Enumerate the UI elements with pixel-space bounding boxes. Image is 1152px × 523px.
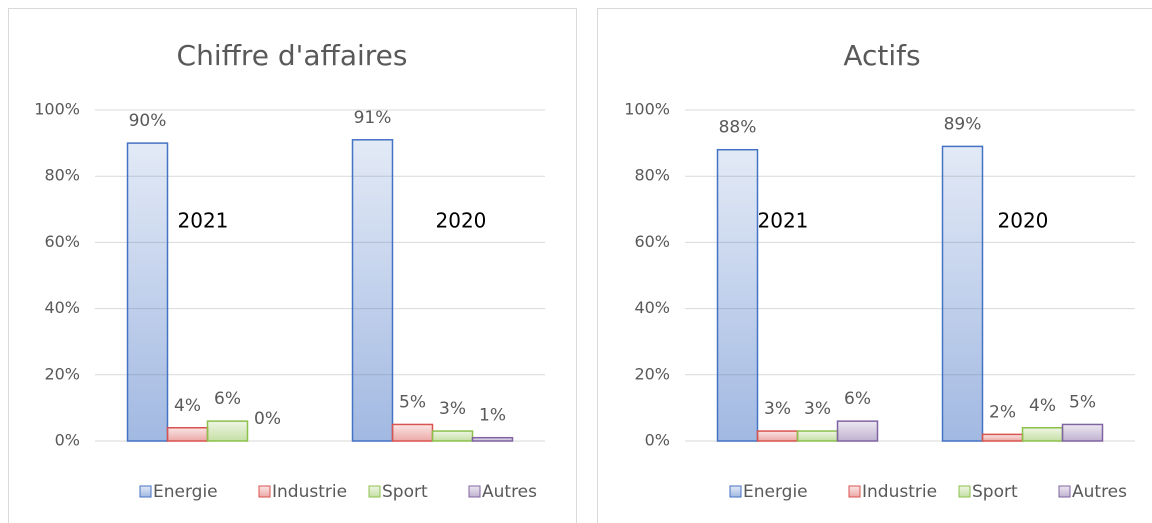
bar [981,433,1024,442]
y-tick-label: 20% [44,364,80,383]
data-label: 6% [844,389,871,409]
data-label: 4% [174,396,201,416]
legend-label: Sport [382,482,428,502]
y-tick-label: 0% [55,431,80,450]
y-tick-label: 100% [624,100,670,119]
category-label: 2020 [436,209,487,233]
y-tick-label: 60% [44,232,80,251]
bar [941,145,984,442]
chart-title: Actifs [843,39,920,72]
bar [431,430,474,442]
data-label: 1% [479,406,506,426]
bar [471,436,514,442]
data-label: 0% [254,409,281,429]
y-tick-label: 0% [645,431,670,450]
chart-title: Chiffre d'affaires [177,39,408,72]
data-label: 3% [764,399,791,419]
legend-swatch [468,485,481,498]
y-tick-label: 40% [44,298,80,317]
data-label: 5% [399,392,426,412]
bar [126,142,169,442]
bar [166,427,209,442]
bar [391,423,434,442]
legend-swatch [848,485,861,498]
legend-swatch [958,485,971,498]
y-tick-label: 60% [634,232,670,251]
bar [836,420,879,442]
data-label: 3% [439,399,466,419]
bar [796,430,839,442]
data-label: 2% [989,402,1016,422]
category-label: 2021 [758,209,809,233]
legend-label: Autres [1072,482,1127,502]
legend-swatch [1058,485,1071,498]
legend-label: Autres [482,482,537,502]
data-label: 91% [354,108,392,128]
legend-swatch [258,485,271,498]
legend-swatch [729,485,742,498]
y-tick-label: 80% [634,166,670,185]
chart-frame [597,8,1152,523]
data-label: 3% [804,399,831,419]
category-label: 2021 [178,209,229,233]
data-label: 6% [214,389,241,409]
legend-label: Energie [153,482,218,502]
data-label: 88% [719,118,757,138]
legend-label: Energie [743,482,808,502]
legend-label: Industrie [272,482,347,502]
legend-label: Industrie [862,482,937,502]
y-tick-label: 40% [634,298,670,317]
data-label: 5% [1069,392,1096,412]
y-tick-label: 80% [44,166,80,185]
legend-swatch [368,485,381,498]
legend-swatch [139,485,152,498]
bar [756,430,799,442]
bar [351,139,394,442]
bar [1021,427,1064,442]
data-label: 89% [944,114,982,134]
y-tick-label: 20% [634,364,670,383]
chart-frame [8,8,577,523]
bar [206,420,249,442]
category-label: 2020 [998,209,1049,233]
bar [1061,423,1104,442]
y-tick-label: 100% [34,100,80,119]
data-label: 4% [1029,396,1056,416]
legend-label: Sport [972,482,1018,502]
data-label: 90% [129,111,167,131]
bar [716,148,759,442]
